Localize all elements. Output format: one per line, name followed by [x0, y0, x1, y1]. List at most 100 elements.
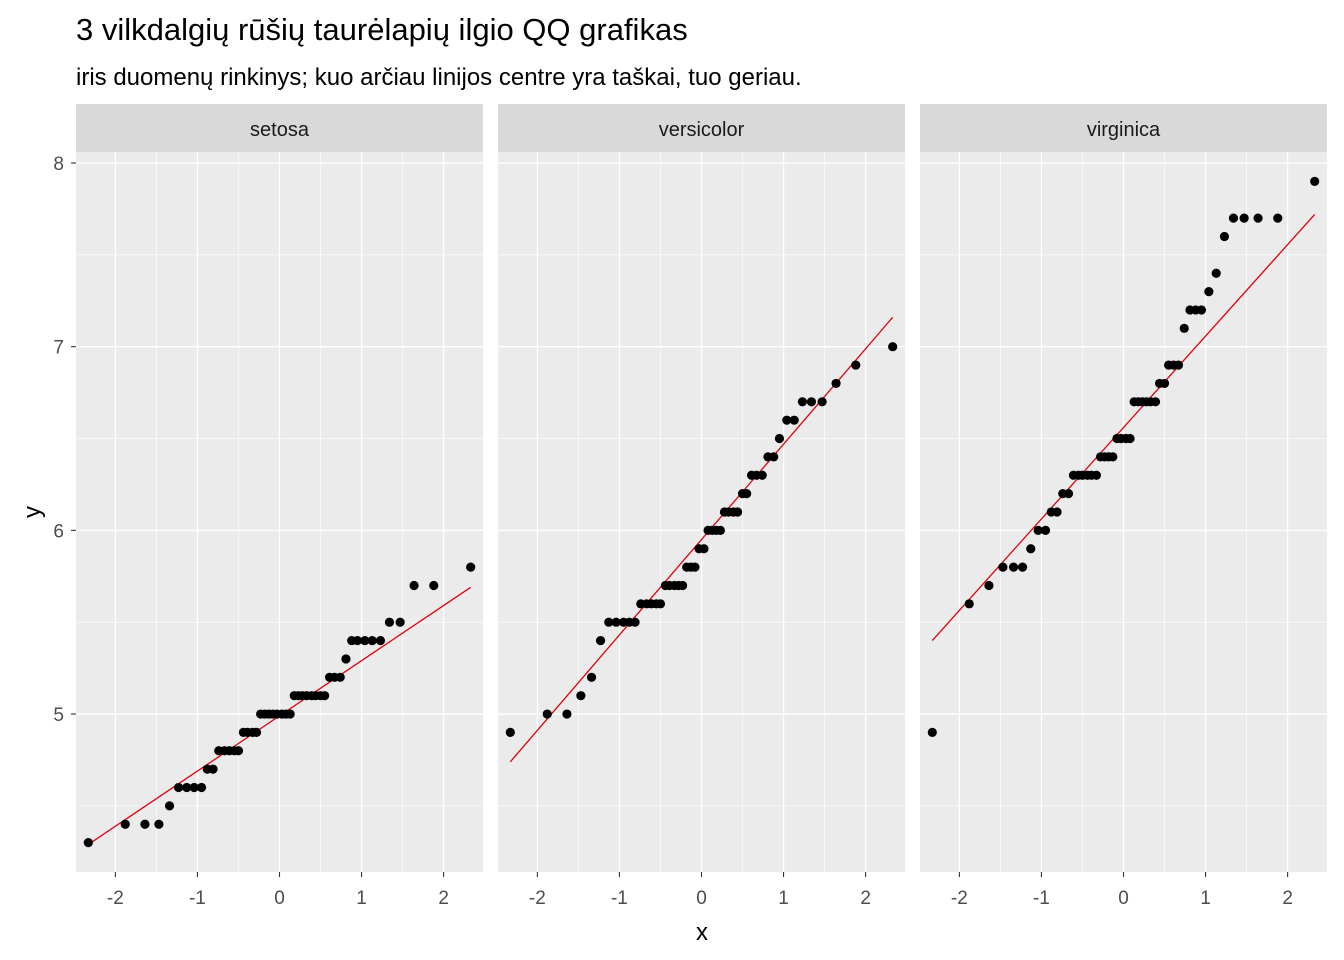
qq-point	[927, 727, 937, 738]
qq-point	[384, 617, 395, 627]
qq-point	[466, 562, 476, 572]
x-tick-label: 1	[778, 888, 789, 909]
qq-point	[595, 635, 606, 646]
qq-point	[233, 746, 244, 756]
qq-point	[1063, 489, 1074, 499]
qq-point	[998, 562, 1008, 572]
x-tick-label: 2	[438, 888, 449, 909]
qq-point	[409, 580, 419, 591]
facet-strip	[76, 104, 483, 152]
qq-point	[630, 617, 640, 627]
qq-point	[1008, 562, 1019, 572]
qq-point	[164, 801, 175, 811]
qq-point	[1017, 562, 1028, 572]
qq-reference-line	[931, 214, 1316, 642]
qq-point	[1026, 544, 1036, 554]
qq-point	[1040, 525, 1051, 535]
qq-point	[690, 562, 700, 572]
qq-point	[757, 470, 767, 480]
qq-point	[699, 544, 709, 554]
qq-point	[1253, 213, 1263, 223]
qq-point	[120, 819, 130, 829]
qq-point	[154, 819, 164, 829]
facet-strip-label: virginica	[1087, 119, 1161, 141]
qq-point	[1228, 213, 1239, 223]
qq-point	[769, 452, 779, 462]
qq-point	[774, 433, 785, 444]
qq-point	[1179, 323, 1189, 333]
x-tick-label: -2	[951, 888, 968, 909]
qq-point	[1033, 525, 1043, 535]
qq-point	[1310, 176, 1320, 186]
facet-strip	[920, 104, 1327, 152]
qq-point	[505, 727, 515, 738]
qq-point	[831, 378, 841, 389]
qq-point	[352, 635, 363, 646]
qq-point	[189, 782, 199, 793]
qq-point	[806, 397, 817, 407]
qq-point	[1091, 470, 1102, 480]
facet-strip-label: setosa	[250, 119, 310, 141]
qq-point	[367, 635, 377, 646]
qq-point	[817, 397, 827, 407]
x-tick-label: -2	[529, 888, 546, 909]
qq-point	[888, 342, 898, 352]
qq-point	[1219, 231, 1230, 242]
qq-point	[83, 838, 93, 848]
y-tick-label: 8	[53, 154, 64, 175]
x-tick-label: 2	[1282, 888, 1293, 909]
qq-point	[360, 635, 370, 646]
facet-strip	[498, 104, 905, 152]
qq-point	[1273, 213, 1283, 223]
y-tick-label: 5	[53, 705, 64, 726]
qq-point	[733, 507, 743, 517]
chart-subtitle: iris duomenų rinkinys; kuo arčiau linijo…	[76, 64, 802, 91]
qq-point	[782, 415, 792, 425]
y-axis: 5 6 7 8	[53, 154, 76, 726]
x-tick-label: -1	[1033, 888, 1050, 909]
qq-point	[341, 654, 351, 664]
qq-point	[984, 580, 994, 591]
x-tick-label: -1	[189, 888, 206, 909]
qq-point	[576, 691, 586, 701]
qq-point	[196, 782, 207, 793]
x-tick-label: 2	[860, 888, 871, 909]
qq-point	[208, 764, 218, 774]
qq-point	[851, 360, 861, 370]
qq-point	[964, 599, 974, 609]
x-tick-label: -2	[107, 888, 124, 909]
qq-point	[604, 617, 614, 627]
qq-point	[611, 617, 621, 627]
x-axis-title: x	[696, 919, 708, 946]
qq-point	[1211, 268, 1221, 278]
qq-point	[182, 782, 192, 793]
qq-point	[1239, 213, 1249, 223]
qq-point	[320, 691, 330, 701]
qq-point	[586, 672, 597, 682]
qq-point	[429, 580, 439, 591]
qq-point	[1150, 397, 1161, 407]
qq-point	[797, 397, 808, 407]
x-tick-label: 0	[696, 888, 707, 909]
x-tick-label: -1	[611, 888, 628, 909]
qq-point	[285, 709, 295, 719]
qq-point	[1173, 360, 1184, 370]
qq-point	[715, 525, 725, 535]
qq-point	[678, 580, 688, 591]
qq-point	[251, 727, 262, 738]
qq-point	[742, 489, 752, 499]
qq-point	[395, 617, 405, 627]
qq-point	[140, 819, 150, 829]
qq-point	[789, 415, 799, 425]
qq-point	[173, 782, 184, 793]
qq-reference-line	[509, 316, 894, 763]
y-tick-label: 6	[53, 521, 64, 542]
qq-point	[1125, 433, 1135, 444]
qq-point	[542, 709, 552, 719]
y-axis-title: y	[19, 506, 46, 518]
facet-panels: setosa -2 -1 0 1 2 versicolor -2 -1 0 1 2 virginica -…	[76, 104, 1327, 909]
chart-title: 3 vilkdalgių rūšių taurėlapių ilgio QQ g…	[76, 12, 688, 47]
qq-point	[562, 709, 572, 719]
x-tick-label: 1	[1200, 888, 1211, 909]
qq-point	[1204, 286, 1214, 297]
